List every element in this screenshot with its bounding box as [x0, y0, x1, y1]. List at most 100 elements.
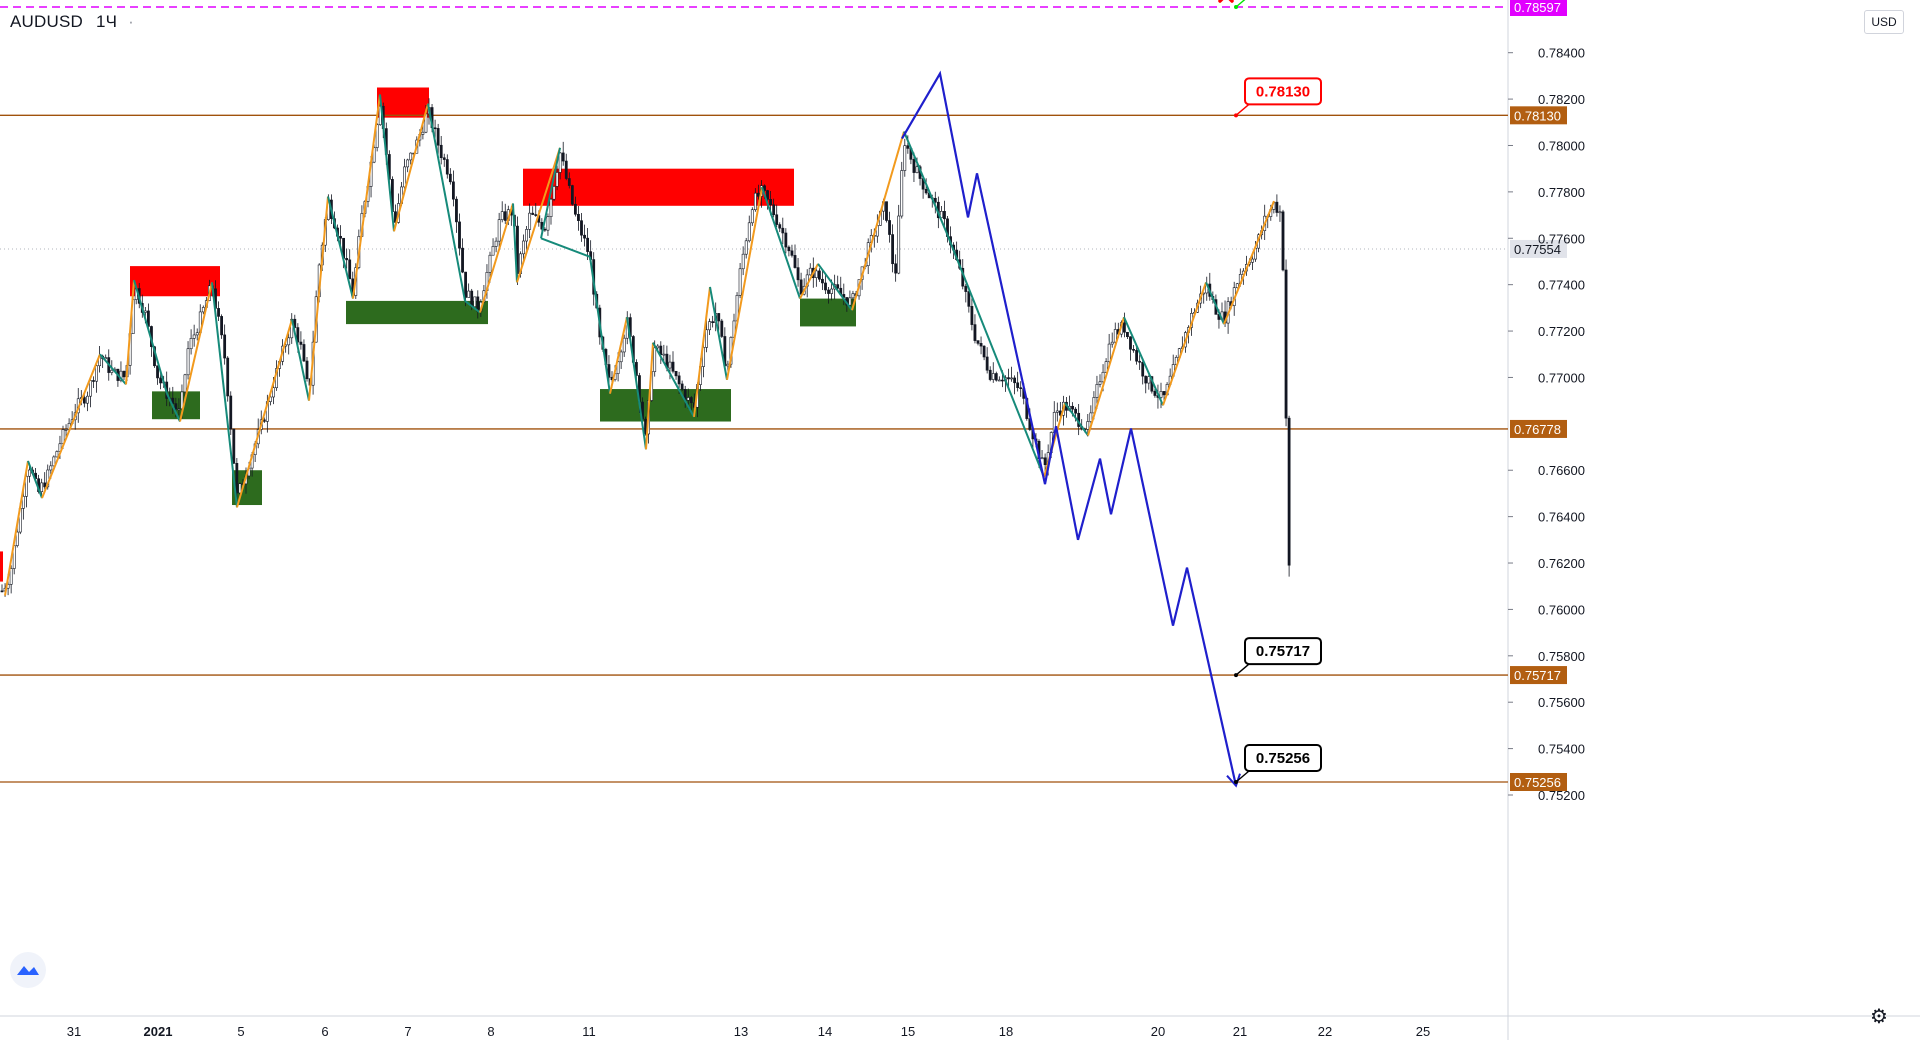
candle-body: [201, 307, 205, 313]
y-tick-label: 0.77600: [1538, 231, 1585, 246]
candle-body: [775, 214, 779, 225]
candle-body: [836, 284, 840, 289]
candle-body: [1141, 361, 1145, 377]
tradingview-logo-icon[interactable]: [10, 952, 46, 988]
candle-body: [488, 254, 492, 273]
interval-label: 1Ч: [95, 12, 118, 31]
candle-body: [159, 377, 163, 384]
candle-body: [1275, 201, 1279, 213]
candle-body: [1055, 410, 1059, 413]
candle-body: [1162, 391, 1166, 396]
y-tick-label: 0.75600: [1538, 695, 1585, 710]
candle-body: [494, 240, 498, 247]
candle-body: [348, 259, 352, 280]
x-tick-label: 2021: [144, 1024, 173, 1039]
candle-body: [897, 215, 901, 274]
level-price-label: 0.78597: [1514, 0, 1561, 15]
zigzag-segment: [125, 279, 135, 385]
candle-body: [653, 347, 657, 372]
candle-body: [92, 380, 95, 382]
candle-body: [448, 173, 452, 183]
candle-body: [1074, 408, 1078, 414]
zigzag-segment: [516, 147, 561, 283]
zigzag-segment: [761, 186, 801, 299]
candle-body: [680, 383, 684, 390]
candle-body: [967, 291, 971, 307]
zigzag-segment: [1087, 316, 1125, 436]
settings-gear-icon[interactable]: ⚙: [1870, 1006, 1888, 1028]
zigzag-segment: [726, 187, 763, 380]
candle-body: [0, 590, 4, 593]
status-dot-icon: ·: [128, 12, 134, 31]
candle-body: [1095, 384, 1099, 398]
y-tick-label: 0.76400: [1538, 510, 1585, 525]
level-price-tag: [1510, 106, 1567, 125]
x-tick-label: 11: [582, 1024, 596, 1039]
level-price-tag: [1510, 773, 1567, 791]
zigzag-segment: [1205, 281, 1225, 325]
callout-box: [1244, 744, 1322, 772]
candle-body: [790, 250, 794, 256]
candle-body: [985, 356, 989, 371]
level-price-label: 0.75256: [1514, 775, 1561, 790]
currency-button[interactable]: USD: [1864, 10, 1904, 34]
candle-body: [192, 334, 196, 339]
candle-body: [662, 353, 666, 356]
candle-body: [717, 313, 721, 322]
zigzag-segment: [1123, 316, 1164, 406]
candle-body: [570, 185, 574, 205]
candle-body: [473, 296, 477, 307]
candle-body: [674, 370, 678, 377]
candle-body: [226, 357, 230, 397]
y-tick-label: 0.77000: [1538, 370, 1585, 385]
candle-body: [747, 222, 751, 242]
candle-body: [1040, 457, 1044, 460]
candle-body: [976, 340, 980, 344]
candle-body: [689, 397, 693, 404]
candle-body: [339, 235, 342, 239]
candle-body: [781, 227, 785, 234]
candle-body: [406, 159, 410, 168]
zigzag-segment: [211, 282, 238, 508]
candle-body: [564, 160, 568, 179]
symbol-title[interactable]: AUDUSD 1Ч ·: [10, 12, 134, 32]
x-tick-label: 5: [237, 1024, 244, 1039]
x-tick-label: 7: [404, 1024, 411, 1039]
zigzag-segment: [609, 316, 628, 394]
callout-anchor-dot: [1234, 673, 1238, 678]
y-tick-label: 0.78400: [1538, 46, 1585, 61]
zigzag-segment: [817, 263, 853, 311]
candle-body: [1000, 379, 1004, 382]
candle-body: [1089, 412, 1093, 422]
candle-body: [21, 496, 25, 509]
candle-body: [189, 338, 193, 350]
zigzag-segment: [1223, 200, 1275, 325]
zigzag-segment: [512, 203, 518, 283]
candle-body: [229, 395, 233, 430]
candle-body: [567, 178, 571, 186]
candle-body: [766, 190, 769, 200]
callout-pointer: [1235, 663, 1250, 676]
candle-body: [982, 345, 986, 358]
candle-body: [580, 220, 583, 236]
zigzag-segment: [1064, 402, 1089, 437]
candle-body: [503, 211, 507, 221]
candle-body: [1278, 211, 1282, 214]
callout-label: 0.78130: [1256, 83, 1310, 100]
candle-body: [784, 232, 788, 248]
candle-body: [997, 379, 1001, 382]
supply-zone: [523, 168, 794, 206]
candle-body: [458, 221, 461, 249]
candle-body: [915, 166, 919, 173]
candle-body: [769, 199, 773, 206]
candle-body: [110, 369, 114, 373]
y-tick-label: 0.78000: [1538, 138, 1585, 153]
candle-body: [970, 306, 974, 325]
y-tick-label: 0.75400: [1538, 742, 1585, 757]
x-tick-label: 18: [999, 1024, 1013, 1039]
candle-body: [546, 216, 550, 231]
zigzag-segment: [133, 279, 168, 394]
candle-body: [744, 240, 748, 255]
